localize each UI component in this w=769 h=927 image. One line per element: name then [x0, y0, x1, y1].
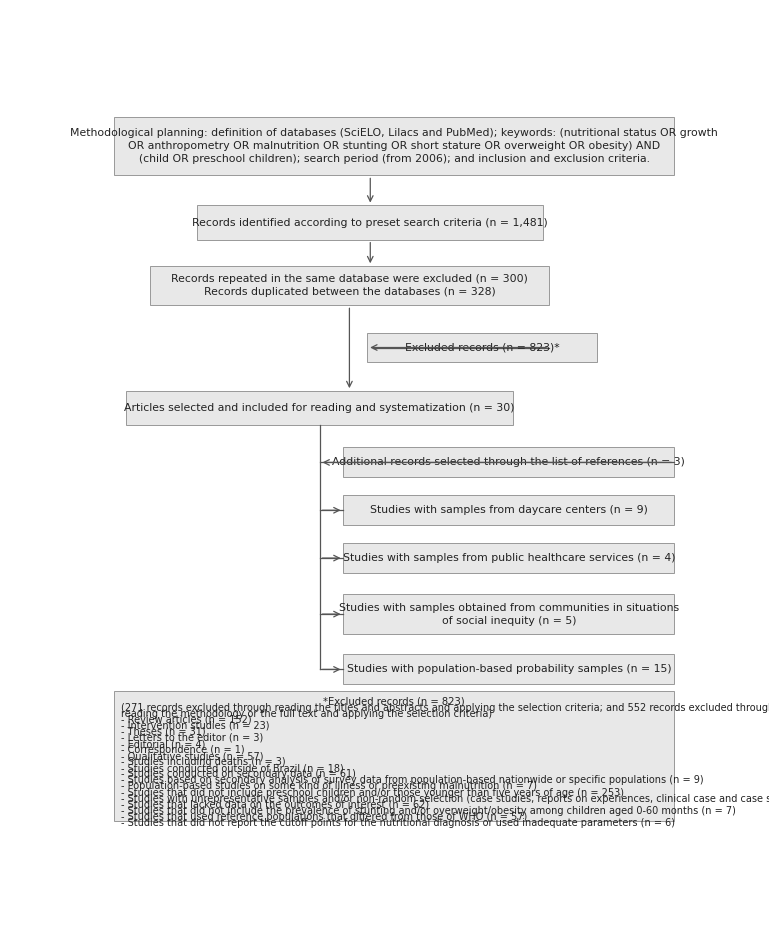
Text: - Studies based on secondary analysis of survey data from population-based natio: - Studies based on secondary analysis of…	[122, 775, 704, 785]
Text: - Studies that did not include preschool children and/or those younger than five: - Studies that did not include preschool…	[122, 788, 624, 797]
Text: - Intervention studies (n = 23): - Intervention studies (n = 23)	[122, 721, 270, 730]
Text: - Studies with unrepresentative samples and/or non-random selection (case studie: - Studies with unrepresentative samples …	[122, 794, 769, 804]
Text: - Studies that did not report the cutoff points for the nutritional diagnosis or: - Studies that did not report the cutoff…	[122, 818, 675, 828]
Text: Excluded records (n = 823)*: Excluded records (n = 823)*	[404, 342, 559, 352]
Text: - Correspondence (n = 1): - Correspondence (n = 1)	[122, 745, 245, 756]
Text: - Review articles (n = 152): - Review articles (n = 152)	[122, 715, 251, 725]
Text: Studies with population-based probability samples (n = 15): Studies with population-based probabilit…	[347, 665, 671, 675]
FancyBboxPatch shape	[114, 117, 674, 175]
Text: reading the methodology or the full text and applying the selection criteria): reading the methodology or the full text…	[122, 708, 492, 718]
FancyBboxPatch shape	[344, 654, 674, 684]
Text: - Studies that did not include the prevalence of stunting and/or overweight/obes: - Studies that did not include the preva…	[122, 806, 736, 816]
FancyBboxPatch shape	[114, 691, 674, 821]
FancyBboxPatch shape	[344, 594, 674, 634]
FancyBboxPatch shape	[198, 206, 543, 240]
Text: Studies with samples obtained from communities in situations
of social inequity : Studies with samples obtained from commu…	[339, 603, 679, 626]
Text: Records repeated in the same database were excluded (n = 300)
Records duplicated: Records repeated in the same database we…	[171, 274, 528, 298]
Text: Studies with samples from public healthcare services (n = 4): Studies with samples from public healthc…	[342, 553, 675, 563]
Text: - Studies that used reference populations that differed from those of WHO (n = 5: - Studies that used reference population…	[122, 812, 528, 822]
FancyBboxPatch shape	[344, 495, 674, 526]
Text: (271 records excluded through reading the titles and abstracts and applying the : (271 records excluded through reading th…	[122, 703, 769, 713]
Text: Articles selected and included for reading and systematization (n = 30): Articles selected and included for readi…	[125, 403, 515, 413]
Text: Methodological planning: definition of databases (SciELO, Lilacs and PubMed); ke: Methodological planning: definition of d…	[70, 129, 718, 164]
FancyBboxPatch shape	[126, 391, 514, 425]
Text: - Theses (n = 31): - Theses (n = 31)	[122, 727, 206, 737]
Text: Additional records selected through the list of references (n = 3): Additional records selected through the …	[332, 457, 685, 467]
Text: Studies with samples from daycare centers (n = 9): Studies with samples from daycare center…	[370, 505, 647, 515]
Text: - Population-based studies on some kind of illness or preexisting malnutrition (: - Population-based studies on some kind …	[122, 781, 538, 792]
Text: - Studies that lacked data on the outcomes of interest (n = 62): - Studies that lacked data on the outcom…	[122, 800, 429, 809]
FancyBboxPatch shape	[368, 333, 597, 362]
Text: - Editorial (n = 4): - Editorial (n = 4)	[122, 739, 205, 749]
FancyBboxPatch shape	[150, 266, 549, 305]
FancyBboxPatch shape	[344, 543, 674, 573]
Text: - Studies conducted outside of Brazil (n = 18): - Studies conducted outside of Brazil (n…	[122, 763, 344, 773]
Text: - Studies including deaths (n = 3): - Studies including deaths (n = 3)	[122, 757, 286, 768]
Text: - Qualitative studies (n = 57): - Qualitative studies (n = 57)	[122, 751, 264, 761]
Text: - Letters to the editor (n = 3): - Letters to the editor (n = 3)	[122, 733, 264, 743]
Text: - Studies conducted on secondary data (n = 61): - Studies conducted on secondary data (n…	[122, 769, 356, 780]
Text: Records identified according to preset search criteria (n = 1,481): Records identified according to preset s…	[192, 218, 548, 228]
FancyBboxPatch shape	[344, 448, 674, 477]
Text: *Excluded records (n = 823): *Excluded records (n = 823)	[323, 696, 465, 706]
